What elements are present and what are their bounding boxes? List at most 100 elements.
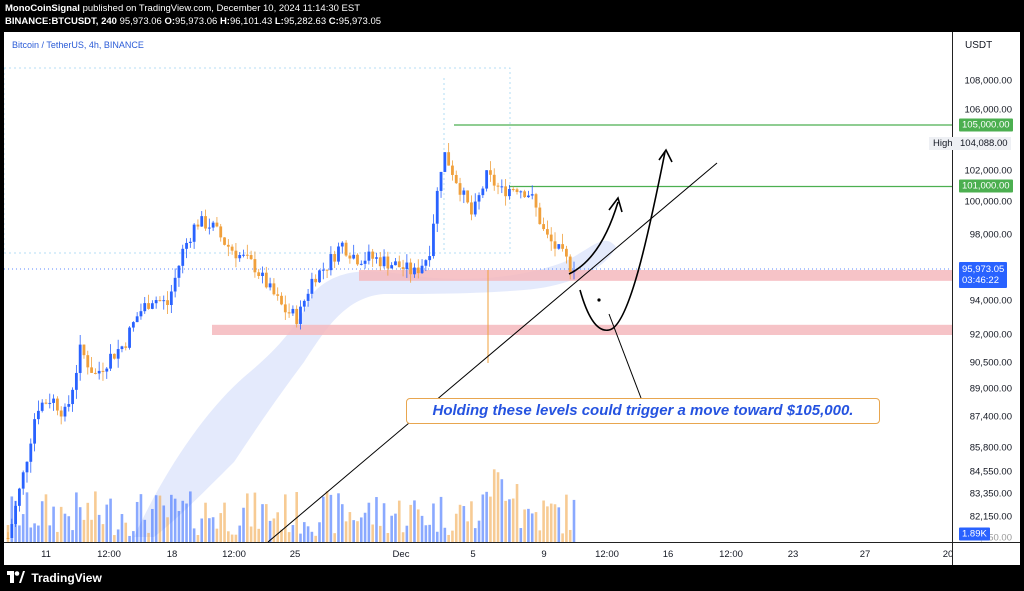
candle-body — [458, 183, 462, 195]
volume-bar — [227, 531, 230, 542]
candle-body — [200, 216, 204, 227]
candle-body — [397, 261, 401, 268]
volume-bar — [477, 520, 481, 542]
tradingview-logo-icon — [7, 571, 25, 586]
volume-bar — [192, 528, 196, 542]
level-tag-105000[interactable]: 105,000.00 — [959, 118, 1013, 132]
candle-body — [234, 250, 238, 259]
chart-symbol-title[interactable]: Bitcoin / TetherUS, 4h, BINANCE — [12, 40, 144, 50]
candle-body — [557, 244, 561, 249]
volume-bar — [447, 534, 450, 542]
price-label: 98,000.00 — [969, 229, 1012, 241]
volume-bar — [359, 517, 363, 542]
price-axis[interactable]: USDT 108,000.00 106,000.00 102,000.00 10… — [929, 32, 1020, 544]
volume-bar — [116, 529, 120, 542]
candle-body — [428, 256, 432, 261]
volume-bar — [443, 527, 447, 542]
currency-label[interactable]: USDT — [965, 40, 993, 51]
volume-bar — [166, 517, 169, 542]
candle-body — [215, 222, 219, 227]
candle-body — [538, 207, 542, 225]
volume-bar — [454, 513, 458, 542]
published-text: published on TradingView.com, December 1… — [82, 3, 361, 14]
volume-bar — [268, 520, 272, 542]
volume-bar — [538, 530, 542, 542]
candle-body — [219, 226, 223, 238]
candle-body — [371, 251, 375, 259]
candle-body — [477, 195, 481, 202]
volume-bar — [515, 484, 519, 542]
volume-bar — [154, 495, 158, 542]
volume-bar — [208, 518, 211, 542]
volume-bar — [101, 524, 105, 542]
volume-bar — [52, 506, 55, 542]
volume-bar — [523, 509, 526, 542]
volume-bar — [466, 521, 469, 542]
level-tag-101000[interactable]: 101,000.00 — [959, 179, 1013, 193]
candle-body — [17, 488, 21, 506]
candle-body — [226, 244, 230, 247]
candle-body — [439, 171, 443, 191]
volume-bar — [204, 502, 207, 542]
volume-bar — [75, 492, 78, 542]
high-value: 96,101.43 — [229, 16, 273, 27]
candle-body — [504, 186, 508, 197]
candle-body — [143, 303, 147, 312]
candle-body — [329, 254, 333, 271]
tradingview-brand[interactable]: TradingView — [7, 571, 102, 586]
candle-body — [230, 246, 234, 251]
candle-body — [264, 272, 268, 288]
price-label: 84,550.00 — [969, 466, 1012, 478]
candle-body — [565, 248, 568, 257]
volume-bar — [420, 515, 424, 542]
annotation-callout[interactable]: Holding these levels could trigger a mov… — [406, 398, 880, 424]
volume-bar — [405, 525, 409, 542]
publisher-name[interactable]: MonoCoinSignal — [5, 3, 80, 14]
price-label: 106,000.00 — [964, 104, 1012, 116]
candle-body — [105, 368, 109, 372]
candle-body — [382, 256, 386, 267]
candle-body — [40, 402, 44, 411]
candle-body — [454, 174, 458, 184]
volume-bar — [378, 525, 382, 542]
time-label: 11 — [41, 549, 51, 560]
volume-bar — [367, 502, 371, 542]
volume-bar — [48, 525, 52, 542]
high-value: 104,088.00 — [957, 137, 1011, 150]
chart-plot-area[interactable]: Bitcoin / TetherUS, 4h, BINANCE Holding … — [4, 32, 952, 542]
volume-bar — [25, 492, 29, 542]
candle-body — [344, 242, 348, 256]
candle-body — [181, 248, 185, 266]
volume-bar — [511, 498, 515, 542]
time-axis[interactable]: 11 12:00 18 12:00 25 Dec 5 9 12:00 16 12… — [4, 542, 953, 566]
volume-bar — [416, 509, 420, 542]
candle-body — [59, 410, 63, 417]
volume-bar — [287, 532, 291, 542]
price-chart-svg[interactable] — [4, 32, 952, 542]
volume-bar — [181, 500, 185, 542]
candle-body — [101, 370, 105, 372]
last-price-tag[interactable]: 95,973.05 03:46:22 — [959, 262, 1008, 288]
candle-body — [29, 443, 33, 462]
price-label: 87,400.00 — [969, 411, 1012, 423]
bar-countdown: 03:46:22 — [962, 275, 999, 286]
price-label: 100,000.00 — [964, 196, 1012, 208]
volume-bar — [37, 525, 40, 542]
volume-bar — [530, 513, 534, 542]
volume-bar — [257, 528, 261, 542]
candle-body — [162, 300, 166, 302]
candle-body — [44, 402, 48, 404]
volume-bar — [382, 503, 386, 542]
volume-bar — [363, 512, 367, 542]
volume-bar — [86, 502, 90, 542]
candle-body — [295, 308, 299, 324]
volume-bar — [249, 526, 253, 542]
volume-bar — [40, 501, 44, 542]
volume-bar — [489, 496, 492, 542]
publisher-line: MonoCoinSignal published on TradingView.… — [5, 3, 360, 14]
candle-body — [492, 174, 496, 186]
candle-body — [287, 312, 291, 314]
volume-bar — [200, 518, 204, 542]
candle-body — [340, 242, 344, 247]
candle-body — [405, 262, 409, 270]
